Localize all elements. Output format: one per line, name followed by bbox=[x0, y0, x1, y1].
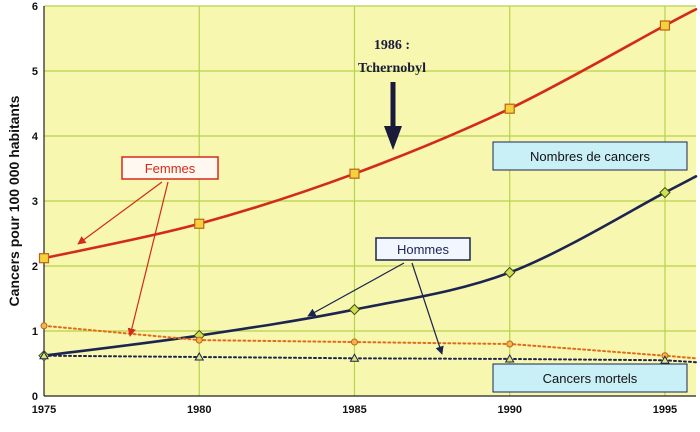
series-3 bbox=[39, 350, 697, 364]
y-tick-label: 6 bbox=[32, 1, 38, 13]
hommes-label-box bbox=[375, 237, 471, 261]
data-point bbox=[39, 350, 49, 360]
x-tick-label: 1990 bbox=[497, 404, 521, 416]
tchernobyl-year: 1986 : bbox=[374, 38, 410, 53]
tchernobyl-annotation: 1986 : Tchernobyl bbox=[358, 38, 426, 150]
data-point bbox=[38, 253, 50, 264]
series-line bbox=[43, 324, 697, 360]
y-tick-label: 0 bbox=[32, 391, 38, 403]
data-point bbox=[350, 338, 358, 346]
data-point bbox=[659, 20, 671, 31]
series-line bbox=[42, 7, 698, 260]
y-axis-label: Cancers pour 100 000 habitants bbox=[6, 95, 22, 306]
data-point bbox=[659, 186, 671, 199]
grid bbox=[44, 5, 696, 396]
mortels-box-rect bbox=[492, 363, 688, 393]
mortels-box: Cancers mortels bbox=[492, 363, 688, 393]
data-point bbox=[195, 336, 203, 344]
x-tick-labels: 1975 1980 1985 1990 1995 bbox=[32, 404, 677, 416]
data-point bbox=[194, 218, 205, 229]
data-point bbox=[504, 266, 516, 279]
data-point bbox=[504, 103, 515, 114]
hommes-arrow-1 bbox=[307, 262, 405, 317]
tchernobyl-label: Tchernobyl bbox=[358, 61, 426, 76]
series-line bbox=[42, 175, 698, 357]
y-tick-label: 2 bbox=[32, 261, 38, 273]
femmes-arrow-2 bbox=[127, 181, 169, 337]
data-point bbox=[349, 168, 360, 179]
femmes-label-box bbox=[121, 156, 219, 180]
data-point bbox=[506, 340, 514, 348]
data-point bbox=[348, 303, 361, 316]
x-tick-label: 1985 bbox=[342, 404, 366, 416]
hommes-arrow-2 bbox=[411, 262, 444, 355]
nombres-box-rect bbox=[492, 141, 688, 171]
series-layer bbox=[38, 7, 698, 364]
hommes-label: Hommes bbox=[397, 242, 450, 257]
x-tick-label: 1975 bbox=[32, 404, 56, 416]
data-point bbox=[194, 351, 205, 361]
mortels-box-label: Cancers mortels bbox=[543, 371, 638, 386]
x-tick-label: 1995 bbox=[653, 404, 677, 416]
nombres-box: Nombres de cancers bbox=[492, 141, 688, 171]
y-tick-labels: 0 1 2 3 4 5 6 bbox=[32, 1, 39, 403]
y-tick-label: 3 bbox=[32, 196, 38, 208]
y-tick-label: 5 bbox=[32, 66, 38, 78]
hommes-annotation: Hommes bbox=[307, 237, 471, 355]
y-tick-label: 4 bbox=[32, 131, 39, 143]
y-tick-label: 1 bbox=[32, 326, 38, 338]
series-line bbox=[43, 354, 697, 364]
x-tick-label: 1980 bbox=[187, 404, 211, 416]
tchernobyl-arrow-head bbox=[384, 126, 402, 150]
data-point bbox=[660, 355, 670, 364]
data-point bbox=[40, 322, 48, 330]
data-point bbox=[504, 353, 515, 363]
axes bbox=[43, 6, 696, 397]
femmes-annotation: Femmes bbox=[77, 156, 219, 337]
series-2 bbox=[40, 322, 697, 360]
data-point bbox=[349, 353, 360, 362]
femmes-label: Femmes bbox=[145, 161, 196, 176]
femmes-arrow-1 bbox=[77, 181, 163, 245]
nombres-box-label: Nombres de cancers bbox=[530, 149, 650, 164]
series-0 bbox=[38, 7, 698, 264]
